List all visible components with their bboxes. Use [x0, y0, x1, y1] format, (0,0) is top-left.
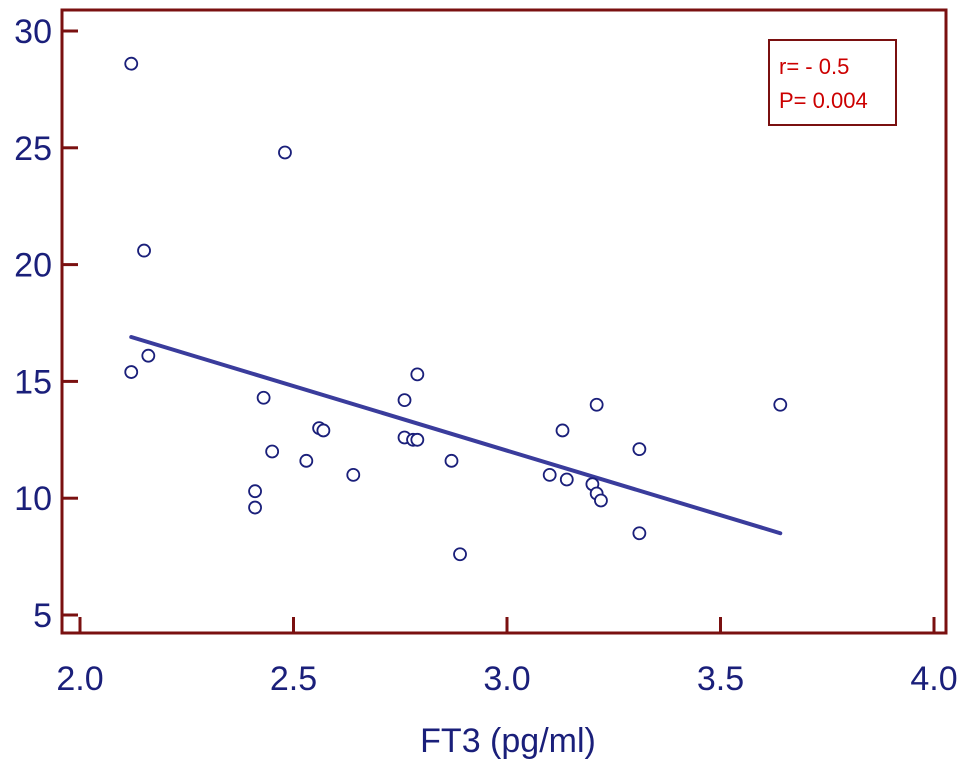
data-point	[410, 367, 425, 382]
data-point	[632, 526, 647, 541]
data-point	[316, 423, 331, 438]
data-point	[141, 348, 156, 363]
data-point	[397, 393, 412, 407]
y-tick-label: 30	[14, 13, 52, 51]
data-point	[346, 467, 361, 482]
data-point	[248, 484, 262, 499]
data-point	[124, 56, 139, 71]
data-point	[589, 397, 604, 412]
y-tick-labels: 5 10 15 20 25 30	[14, 13, 52, 635]
x-axis	[78, 617, 936, 633]
x-tick-label: 3.0	[483, 660, 530, 698]
data-point	[559, 472, 574, 487]
x-axis-title: FT3 (pg/ml)	[420, 722, 596, 760]
data-point	[773, 397, 788, 412]
data-point	[632, 442, 647, 457]
y-tick-label: 20	[14, 247, 52, 285]
y-tick-label: 25	[14, 130, 52, 168]
data-point	[453, 547, 467, 562]
data-point	[444, 453, 459, 468]
x-tick-label: 2.0	[56, 660, 103, 698]
regression-line	[129, 335, 783, 536]
y-tick-label: 15	[14, 363, 52, 401]
regression-line-group	[129, 335, 783, 536]
x-tick-label: 2.5	[270, 660, 317, 698]
data-point	[124, 365, 139, 379]
p-value-text: P= 0.004	[779, 88, 868, 113]
data-point	[594, 493, 608, 508]
data-point	[265, 444, 280, 459]
data-point	[137, 243, 151, 258]
y-tick-label: 5	[33, 597, 52, 635]
x-tick-labels: 2.0 2.5 3.0 3.5 4.0	[56, 660, 957, 698]
data-point	[542, 467, 557, 482]
data-point	[278, 145, 292, 160]
data-point	[256, 390, 271, 405]
stats-box	[768, 39, 897, 126]
x-tick-label: 3.5	[697, 660, 744, 698]
x-tick-label: 4.0	[910, 660, 957, 698]
data-point	[299, 453, 314, 468]
stats-annotation: r= - 0.5 P= 0.004	[768, 39, 897, 126]
r-value-text: r= - 0.5	[779, 54, 849, 79]
data-point	[555, 423, 570, 438]
data-point	[248, 500, 262, 515]
data-points	[124, 56, 788, 562]
y-axis	[62, 29, 78, 617]
data-point	[410, 432, 425, 447]
plot-frame	[60, 8, 948, 635]
y-tick-label: 10	[14, 480, 52, 518]
